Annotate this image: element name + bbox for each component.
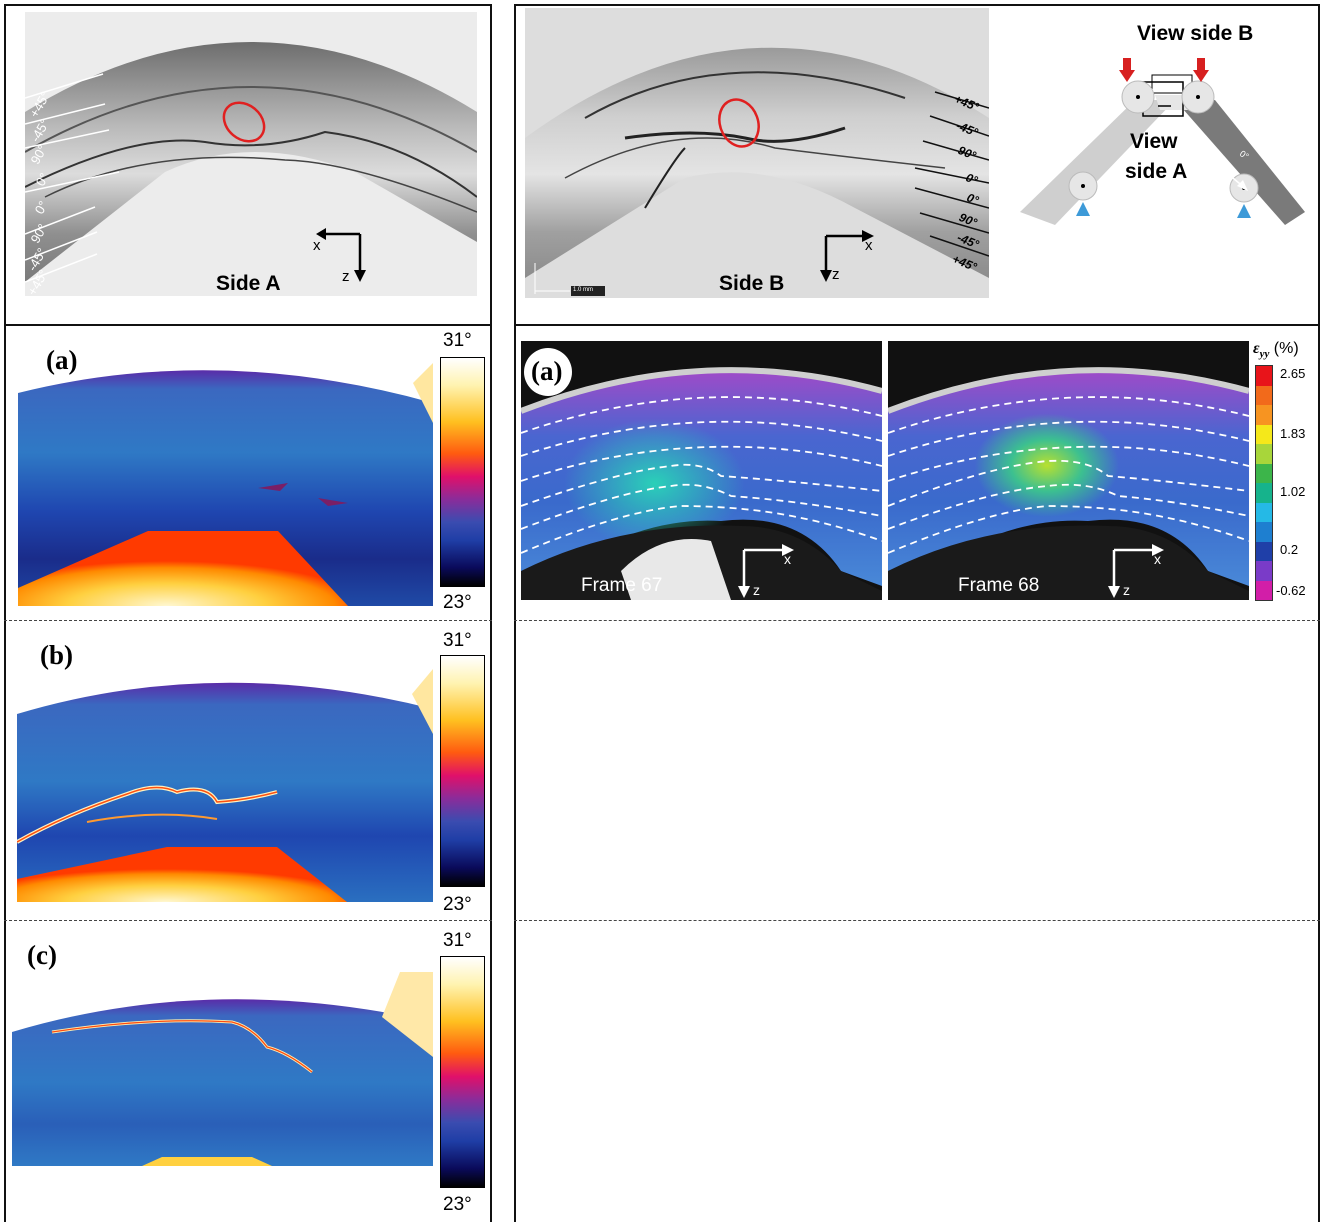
colorbar-swatch bbox=[1256, 424, 1272, 444]
divider bbox=[514, 920, 1320, 921]
colorbar-swatch bbox=[1256, 463, 1272, 483]
axis-indicator bbox=[734, 542, 798, 600]
bending-schematic bbox=[1015, 50, 1305, 230]
colorbar-max: 31° bbox=[443, 630, 472, 651]
dic-colorbar-title: εyy (%) bbox=[1253, 340, 1299, 360]
scale-bar-label: 1.0 mm bbox=[573, 287, 594, 293]
panel-top-right bbox=[514, 4, 1320, 326]
colorbar-swatch bbox=[1256, 522, 1272, 542]
divider bbox=[4, 920, 492, 921]
panel-label: (c) bbox=[27, 940, 57, 970]
colorbar-min: 23° bbox=[443, 1194, 472, 1215]
colorbar-tick: 2.65 bbox=[1280, 366, 1306, 381]
colorbar-max: 31° bbox=[443, 930, 472, 951]
axis-indicator bbox=[312, 224, 372, 284]
axis-z-label: z bbox=[342, 268, 350, 285]
thermal-image-a bbox=[18, 363, 433, 606]
colorbar-swatch bbox=[1256, 444, 1272, 464]
side-a-label: Side A bbox=[216, 272, 281, 295]
view-side-b-label: View side B bbox=[1137, 22, 1254, 45]
thermal-colorbar bbox=[440, 357, 485, 587]
colorbar-min: 23° bbox=[443, 592, 472, 613]
side-b-label: Side B bbox=[719, 272, 785, 295]
dic-frame-67-image bbox=[521, 341, 882, 600]
colorbar-min: 23° bbox=[443, 894, 472, 915]
axis-x-label: x bbox=[313, 237, 321, 254]
divider bbox=[4, 620, 492, 621]
colorbar-swatch bbox=[1256, 405, 1272, 425]
panel-top-left bbox=[4, 4, 492, 326]
axis-z-label: z bbox=[753, 582, 760, 598]
frame-label: Frame 68 bbox=[958, 575, 1040, 596]
colorbar-tick: 1.83 bbox=[1280, 426, 1306, 441]
colorbar-swatch bbox=[1256, 366, 1272, 386]
axis-z-label: z bbox=[1123, 582, 1130, 598]
colorbar-tick: -0.62 bbox=[1276, 583, 1306, 598]
dic-colorbar bbox=[1255, 365, 1273, 601]
thermal-image-c bbox=[12, 972, 433, 1166]
axis-x-label: x bbox=[1154, 551, 1161, 567]
divider bbox=[514, 620, 1320, 621]
colorbar-swatch bbox=[1256, 561, 1272, 581]
dic-label-circle bbox=[524, 348, 572, 396]
colorbar-tick: 1.02 bbox=[1280, 484, 1306, 499]
colorbar-swatch bbox=[1256, 502, 1272, 522]
axis-x-label: x bbox=[784, 551, 791, 567]
colorbar-swatch bbox=[1256, 483, 1272, 503]
epsilon-symbol: ε bbox=[1253, 340, 1260, 357]
thermal-colorbar bbox=[440, 956, 485, 1188]
right-column-frame bbox=[514, 324, 1320, 1222]
panel-label: (a) bbox=[531, 356, 563, 386]
colorbar-tick: 0.2 bbox=[1280, 542, 1299, 557]
axis-indicator bbox=[1104, 542, 1168, 600]
view-side-a-label: side A bbox=[1125, 160, 1188, 183]
panel-label: (b) bbox=[40, 640, 73, 670]
colorbar-unit: (%) bbox=[1273, 340, 1299, 357]
panel-label: (a) bbox=[46, 345, 78, 375]
micrograph-side-a bbox=[25, 12, 477, 296]
dic-frame-68-image bbox=[888, 341, 1249, 600]
colorbar-swatch bbox=[1256, 541, 1272, 561]
view-side-a-label: View bbox=[1130, 130, 1178, 153]
axis-z-label: z bbox=[832, 266, 840, 283]
colorbar-swatch bbox=[1256, 385, 1272, 405]
colorbar-max: 31° bbox=[443, 330, 472, 351]
left-column-frame bbox=[4, 324, 492, 1222]
thermal-image-b bbox=[17, 664, 433, 902]
colorbar-swatch bbox=[1256, 580, 1272, 600]
frame-label: Frame 67 bbox=[581, 575, 663, 596]
thermal-colorbar bbox=[440, 655, 485, 887]
epsilon-subscript: yy bbox=[1259, 348, 1270, 361]
axis-indicator bbox=[814, 228, 880, 284]
axis-x-label: x bbox=[865, 237, 873, 254]
micrograph-side-b bbox=[525, 8, 989, 298]
